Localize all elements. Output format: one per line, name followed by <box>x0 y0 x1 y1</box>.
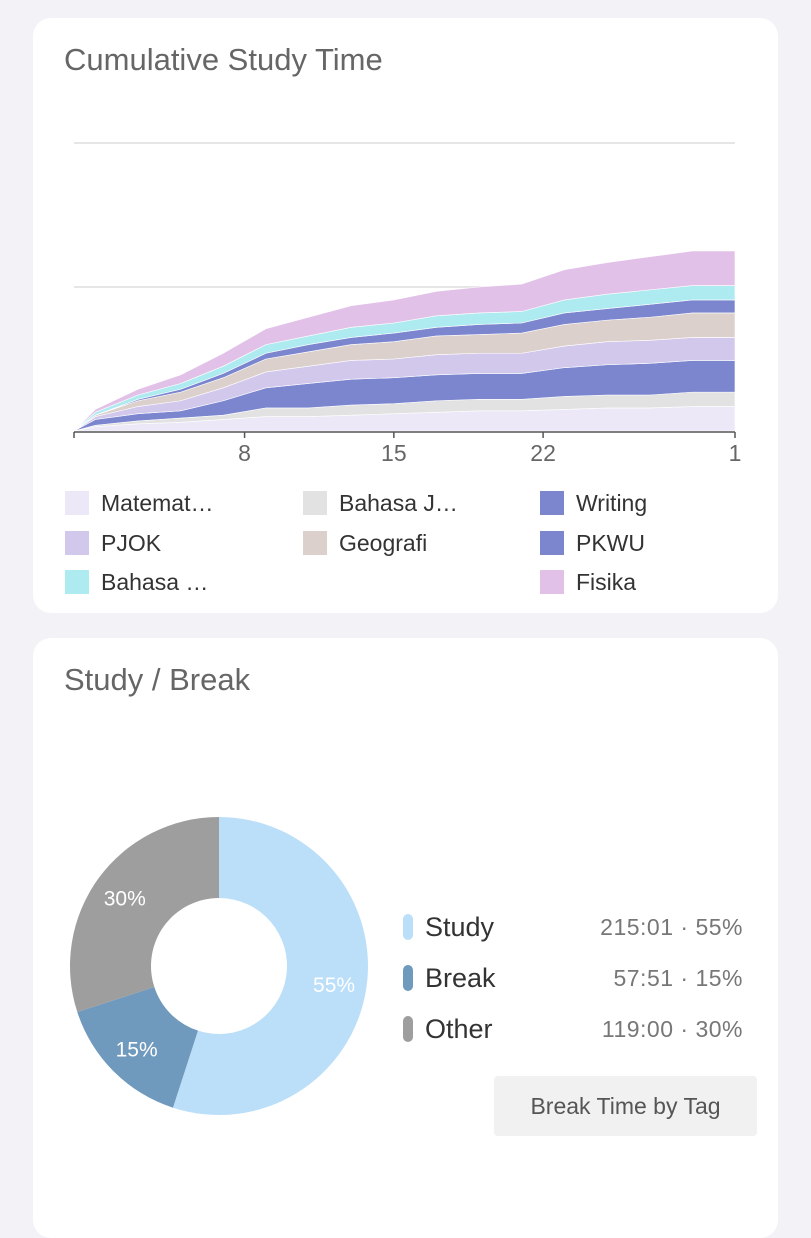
cumulative-chart-title: Cumulative Study Time <box>64 42 383 77</box>
study-dot <box>403 914 413 940</box>
slice-study-label: 55% <box>313 974 355 997</box>
legend-item-bahasa-j[interactable]: Bahasa J… <box>303 488 458 518</box>
pie-legend-break[interactable]: Break 57:51 · 15% <box>403 961 743 995</box>
legend-item-pjok[interactable]: PJOK <box>65 528 161 558</box>
legend-label: Matemat… <box>101 489 214 516</box>
legend-item-geografi[interactable]: Geografi <box>303 528 427 558</box>
pie-legend-name: Study <box>425 911 495 942</box>
slice-break-label: 15% <box>116 1038 158 1061</box>
pie-legend-value: 57:51 · 15% <box>613 964 743 991</box>
slice-break <box>77 987 198 1108</box>
pie-legend-value: 119:00 · 30% <box>601 1015 743 1042</box>
legend-label: PKWU <box>576 529 645 556</box>
legend-swatch <box>540 570 564 594</box>
slice-other-label: 30% <box>104 888 146 911</box>
legend-label: Geografi <box>339 529 428 556</box>
legend-swatch <box>303 531 327 555</box>
legend-label: Bahasa J… <box>339 489 458 516</box>
legend-item-matematika[interactable]: Matemat… <box>65 488 213 518</box>
legend-swatch <box>65 570 89 594</box>
legend-item-fisika[interactable]: Fisika <box>540 567 636 597</box>
pie-legend-name: Break <box>425 962 496 993</box>
study-break-title: Study / Break <box>64 662 251 697</box>
x-tick-label: 8 <box>238 440 251 466</box>
x-tick-label: 15 <box>381 440 407 466</box>
legend-swatch <box>65 491 89 515</box>
slice-other <box>69 817 219 1013</box>
legend-item-bahasa[interactable]: Bahasa … <box>65 567 208 597</box>
break-dot <box>403 965 413 991</box>
x-tick-label: 22 <box>530 440 556 466</box>
pie-legend-value: 215:01 · 55% <box>600 913 743 940</box>
legend-swatch <box>65 531 89 555</box>
legend-label: PJOK <box>101 529 162 556</box>
legend-item-writing[interactable]: Writing <box>540 488 647 518</box>
legend-label: Fisika <box>576 568 637 595</box>
cumulative-area-chart: 8 15 22 1 <box>73 142 742 466</box>
slice-study <box>172 817 368 1115</box>
x-tick-label: 1 <box>729 440 742 466</box>
study-break-card: Study / Break 55% 15% 30% Study 215:01 · 5… <box>33 638 778 1238</box>
area-series-fisika <box>73 250 736 432</box>
pie-legend-other[interactable]: Other 119:00 · 30% <box>403 1012 743 1046</box>
legend-swatch <box>540 491 564 515</box>
legend-item-pkwu[interactable]: PKWU <box>540 528 645 558</box>
break-time-by-tag-button[interactable]: Break Time by Tag <box>494 1076 757 1136</box>
legend-label: Writing <box>576 489 648 516</box>
legend-swatch <box>303 491 327 515</box>
pie-legend-name: Other <box>425 1013 493 1044</box>
legend-swatch <box>540 531 564 555</box>
other-dot <box>403 1016 413 1042</box>
legend-label: Bahasa … <box>101 568 209 595</box>
study-break-donut-chart: 55% 15% 30% <box>69 817 368 1115</box>
pie-legend-study[interactable]: Study 215:01 · 55% <box>403 910 743 944</box>
cumulative-study-time-card: Cumulative Study Time 8 15 22 1 Matemat… Ba… <box>33 18 778 613</box>
